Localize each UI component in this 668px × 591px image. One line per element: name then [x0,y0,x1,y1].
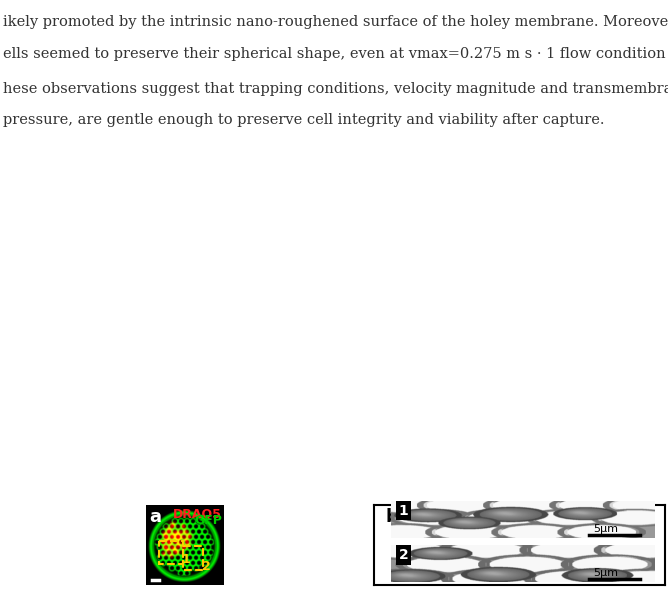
Text: 2: 2 [399,548,408,562]
Text: hese observations suggest that trapping conditions, velocity magnitude and trans: hese observations suggest that trapping … [3,82,668,96]
Text: pressure, are gentle enough to preserve cell integrity and viability after captu: pressure, are gentle enough to preserve … [3,113,605,128]
Text: 5μm: 5μm [593,524,618,534]
Text: DRAQ5: DRAQ5 [173,508,222,521]
Text: 2: 2 [202,560,210,573]
Text: ells seemed to preserve their spherical shape, even at vmax=0.275 m s · 1 flow c: ells seemed to preserve their spherical … [3,47,666,61]
Text: a: a [149,508,161,526]
Text: 5μm: 5μm [593,568,618,578]
Bar [183,546,202,570]
Text: 1: 1 [182,553,191,566]
Text: b: b [385,508,399,526]
Text: GFP: GFP [194,514,222,527]
Text: 1: 1 [399,504,408,518]
Bar [159,541,183,564]
Text: ikely promoted by the intrinsic nano-roughened surface of the holey membrane. Mo: ikely promoted by the intrinsic nano-rou… [3,15,668,29]
